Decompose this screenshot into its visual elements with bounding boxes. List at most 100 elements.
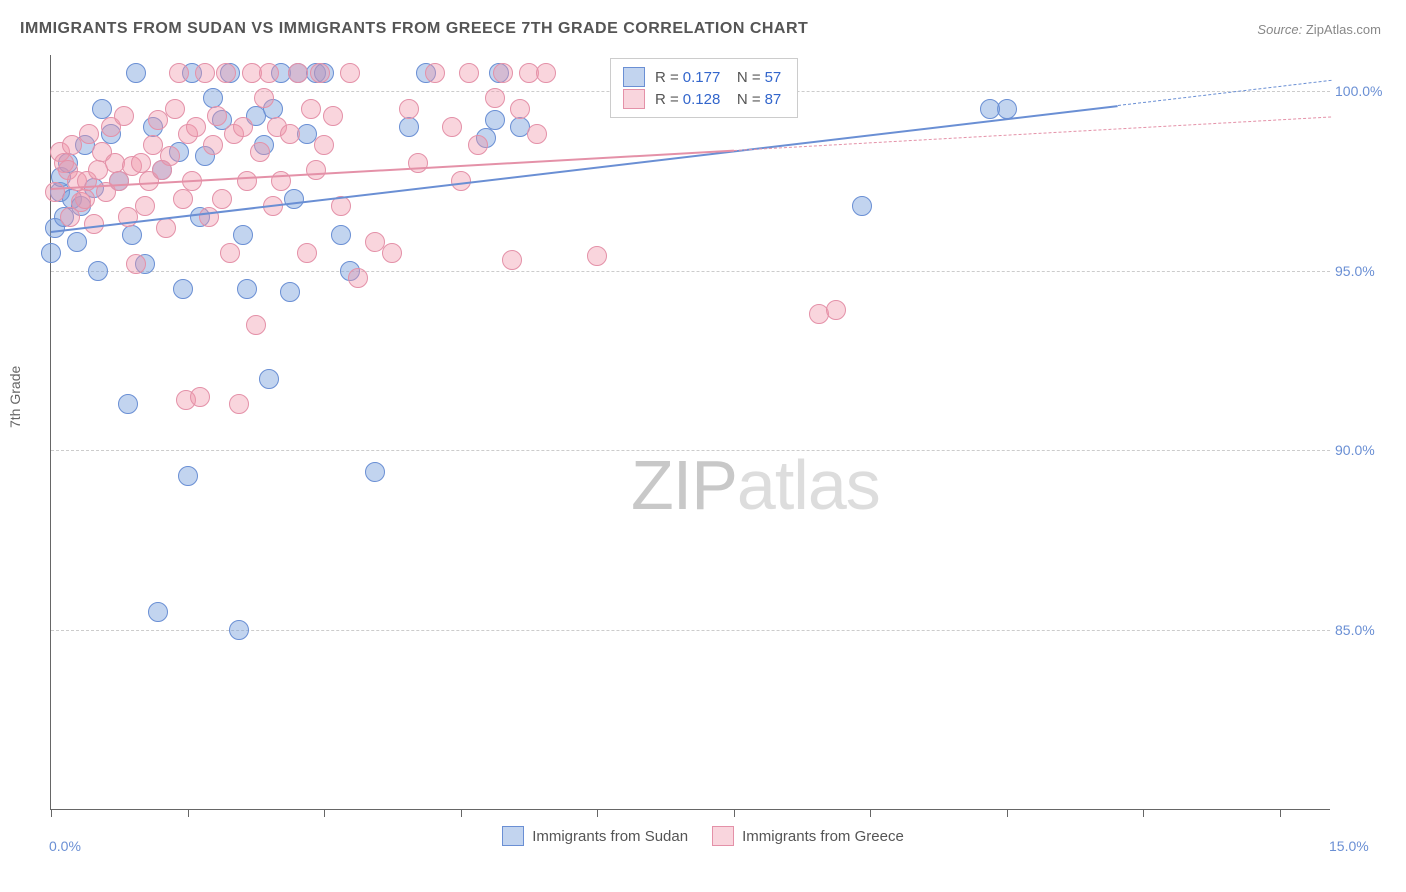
scatter-point [195,63,215,83]
scatter-point [173,279,193,299]
x-tick [597,809,598,817]
y-tick-label: 90.0% [1335,442,1390,458]
scatter-point [502,250,522,270]
scatter-point [207,106,227,126]
scatter-point [88,261,108,281]
scatter-point [203,135,223,155]
y-axis-title: 7th Grade [7,366,23,428]
legend-label: Immigrants from Sudan [532,828,688,845]
scatter-point [310,63,330,83]
scatter-point [587,246,607,266]
scatter-point [493,63,513,83]
scatter-point [331,225,351,245]
scatter-point [199,207,219,227]
trend-line-dashed [1118,80,1331,106]
y-tick-label: 85.0% [1335,622,1390,638]
scatter-point [233,117,253,137]
scatter-point [259,369,279,389]
scatter-point [148,602,168,622]
scatter-point [259,63,279,83]
legend-item: Immigrants from Greece [712,826,904,846]
n-label: N = [737,69,761,86]
scatter-point [67,232,87,252]
scatter-point [536,63,556,83]
scatter-point [852,196,872,216]
scatter-point [425,63,445,83]
scatter-point [135,196,155,216]
scatter-point [459,63,479,83]
x-tick [1007,809,1008,817]
scatter-point [173,189,193,209]
scatter-point [75,189,95,209]
source-value: ZipAtlas.com [1306,22,1381,37]
n-label: N = [737,91,761,108]
scatter-point [997,99,1017,119]
scatter-point [442,117,462,137]
legend-swatch [623,67,645,87]
watermark: ZIPatlas [631,445,880,525]
scatter-point [314,135,334,155]
legend-stats-box: R = 0.177 N = 57R = 0.128 N = 87 [610,58,798,118]
scatter-point [237,279,257,299]
n-value: 57 [765,69,782,86]
scatter-point [323,106,343,126]
scatter-point [250,142,270,162]
x-tick [324,809,325,817]
source-label: Source: [1257,22,1302,37]
r-label: R = [655,91,679,108]
scatter-point [212,189,232,209]
x-tick [1143,809,1144,817]
trend-line-solid [51,105,1118,233]
scatter-point [288,63,308,83]
scatter-point [237,171,257,191]
n-value: 87 [765,91,782,108]
scatter-point [399,117,419,137]
scatter-point [485,88,505,108]
scatter-point [79,124,99,144]
scatter-point [254,88,274,108]
scatter-point [340,63,360,83]
legend-stats-row: R = 0.128 N = 87 [623,89,785,109]
scatter-point [229,620,249,640]
scatter-point [306,160,326,180]
watermark-light: atlas [737,446,880,524]
scatter-point [118,394,138,414]
legend-swatch [623,89,645,109]
r-value: 0.128 [683,91,721,108]
scatter-point [348,268,368,288]
scatter-point [216,63,236,83]
scatter-point [45,182,65,202]
legend-bottom: Immigrants from Sudan Immigrants from Gre… [0,826,1406,850]
scatter-point [365,462,385,482]
scatter-point [114,106,134,126]
scatter-point [280,282,300,302]
scatter-point [408,153,428,173]
x-tick [461,809,462,817]
scatter-point [468,135,488,155]
scatter-point [186,117,206,137]
r-label: R = [655,69,679,86]
legend-stats-row: R = 0.177 N = 57 [623,67,785,87]
trend-line-dashed [734,116,1331,151]
scatter-point [485,110,505,130]
scatter-point [165,99,185,119]
scatter-point [280,124,300,144]
scatter-point [84,214,104,234]
legend-item: Immigrants from Sudan [502,826,688,846]
scatter-point [190,387,210,407]
scatter-point [178,466,198,486]
r-value: 0.177 [683,69,721,86]
scatter-point [246,315,266,335]
scatter-point [233,225,253,245]
scatter-point [41,243,61,263]
scatter-point [826,300,846,320]
x-tick [870,809,871,817]
scatter-point [284,189,304,209]
chart-plot-area: ZIPatlas 85.0%90.0%95.0%100.0%0.0%15.0% [50,55,1330,810]
legend-swatch [502,826,524,846]
y-tick-label: 100.0% [1335,83,1390,99]
scatter-point [126,254,146,274]
scatter-point [220,243,240,263]
scatter-point [980,99,1000,119]
gridline-h [51,271,1330,272]
